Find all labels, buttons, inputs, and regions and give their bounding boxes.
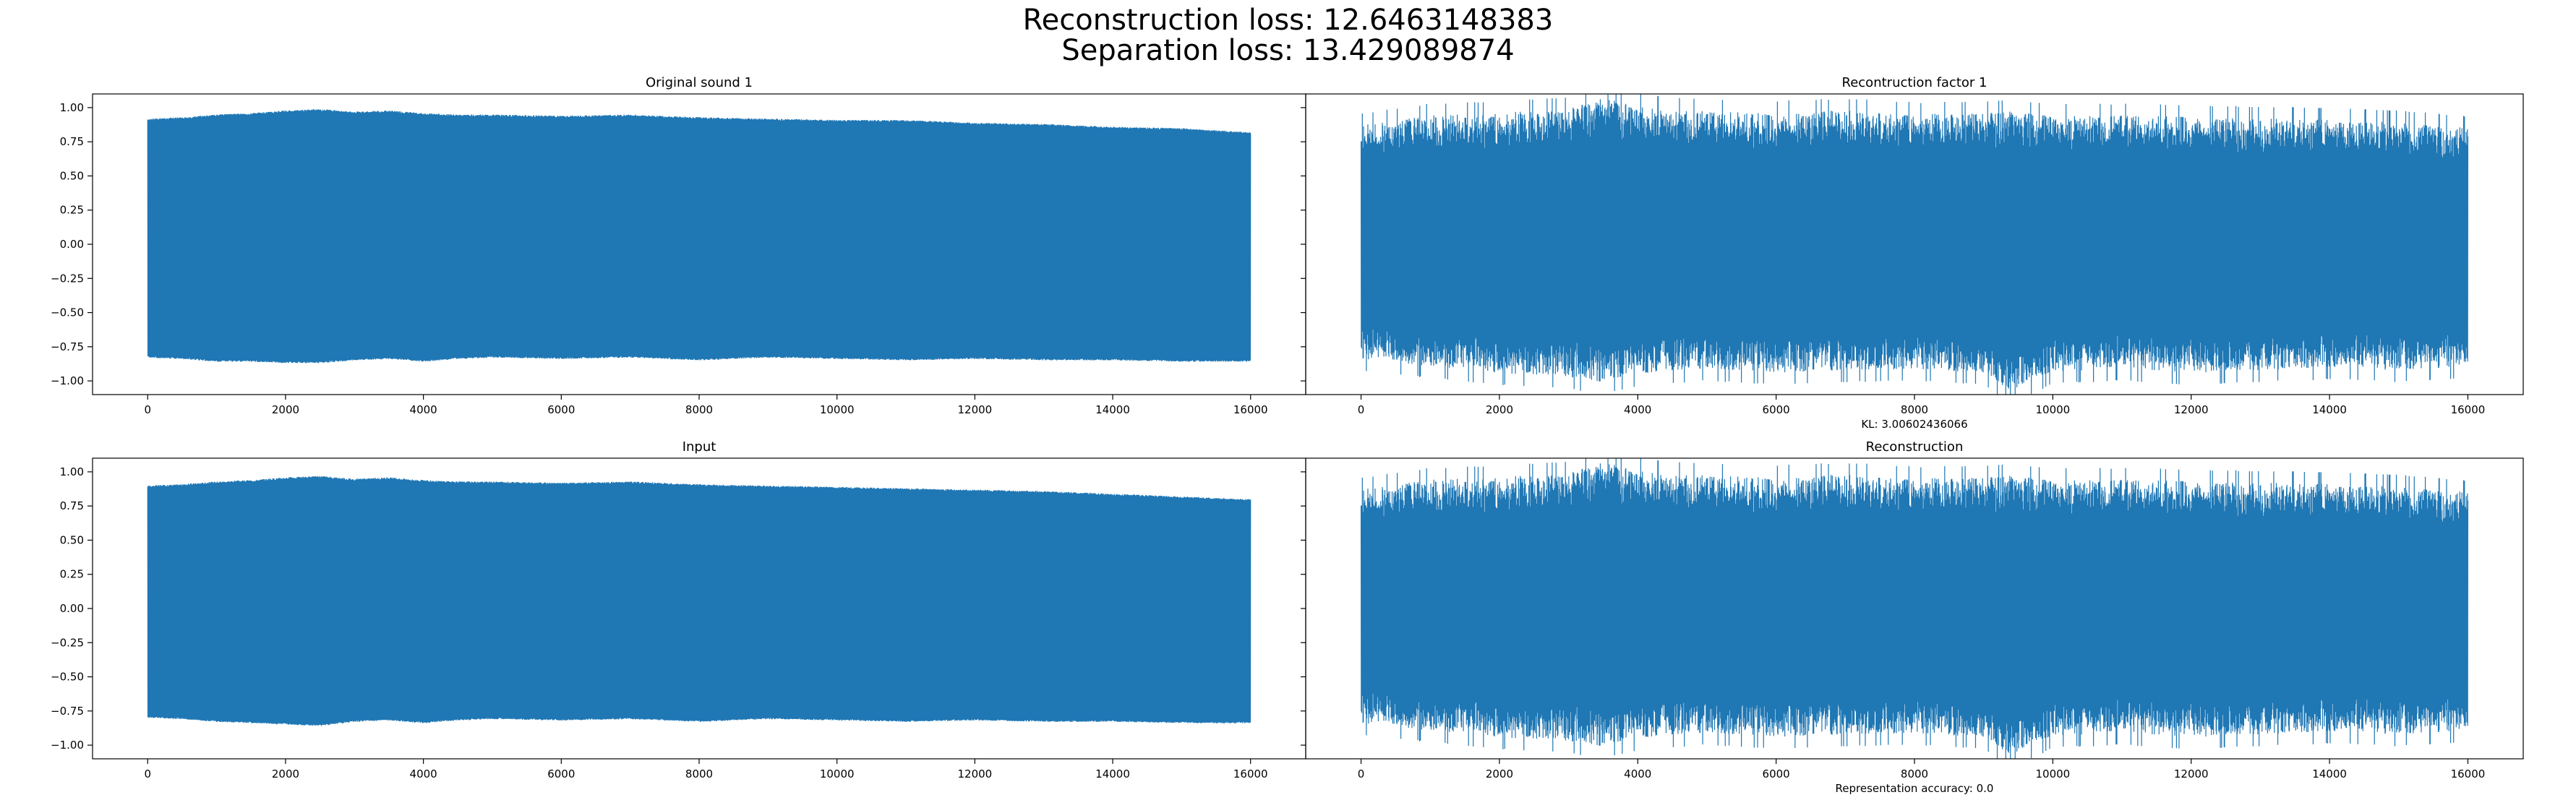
suptitle-line-1: Reconstruction loss: 12.6463148383 (1022, 4, 1554, 37)
x-tick-label: 2000 (1486, 403, 1513, 416)
x-tick-label: 4000 (1624, 403, 1651, 416)
y-tick-label: 0.00 (60, 238, 84, 251)
y-tick-label: 1.00 (60, 101, 84, 114)
y-tick-label: −0.25 (51, 636, 84, 649)
y-tick-label: −0.50 (51, 671, 84, 684)
subplot-title: Reconstruction (1866, 439, 1964, 455)
subplot-3: 0 2000 4000 6000 8000 10000 12000 14000 16000 1.0… (51, 439, 1306, 780)
x-tick-label: 14000 (1095, 767, 1130, 780)
x-tick-label: 4000 (410, 767, 437, 780)
x-tick-label: 10000 (2036, 403, 2071, 416)
x-tick-label: 16000 (2451, 403, 2486, 416)
y-tick-label: 0.75 (60, 135, 84, 148)
x-tick-label: 8000 (685, 767, 713, 780)
x-tick-label: 8000 (685, 403, 713, 416)
y-tick-label: 0.00 (60, 602, 84, 615)
x-tick-label: 10000 (2036, 767, 2071, 780)
x-tick-label: 4000 (1624, 767, 1651, 780)
x-tick-label: 0 (1358, 403, 1365, 416)
x-tick-label: 8000 (1901, 403, 1928, 416)
y-tick-label: −0.75 (51, 705, 84, 718)
y-tick-label: 0.50 (60, 169, 84, 182)
x-tick-label: 8000 (1901, 767, 1928, 780)
y-tick-label: −0.25 (51, 272, 84, 285)
suptitle-line-2: Separation loss: 13.429089874 (1061, 34, 1515, 67)
x-tick-label: 14000 (2312, 403, 2347, 416)
x-tick-label: 6000 (547, 403, 575, 416)
x-tick-label: 6000 (1763, 403, 1790, 416)
y-tick-label: 1.00 (60, 465, 84, 478)
x-tick-label: 12000 (2174, 403, 2209, 416)
x-axis-label: KL: 3.00602436066 (1861, 418, 1967, 431)
x-tick-label: 10000 (820, 403, 855, 416)
x-tick-label: 0 (144, 767, 151, 780)
x-tick-label: 14000 (1095, 403, 1130, 416)
subplot-title: Input (682, 439, 716, 455)
y-tick-label: −0.50 (51, 306, 84, 319)
x-axis-label: Representation accuracy: 0.0 (1836, 782, 1994, 795)
y-tick-label: −1.00 (51, 739, 84, 752)
x-tick-label: 16000 (1233, 767, 1268, 780)
subplot-4: 0 2000 4000 6000 8000 10000 12000 14000 16000 Rec… (1301, 439, 2524, 795)
x-tick-label: 14000 (2312, 767, 2347, 780)
x-tick-label: 10000 (820, 767, 855, 780)
x-tick-label: 2000 (272, 403, 299, 416)
y-tick-label: 0.25 (60, 204, 84, 217)
x-tick-label: 4000 (410, 403, 437, 416)
x-tick-label: 0 (1358, 767, 1365, 780)
y-tick-label: −1.00 (51, 374, 84, 387)
waveform-series (1360, 94, 2469, 395)
x-tick-label: 6000 (1763, 767, 1790, 780)
y-tick-label: 0.50 (60, 533, 84, 546)
x-tick-label: 12000 (958, 403, 993, 416)
subplot-1: 0 2000 4000 6000 8000 10000 12000 14000 16000 1.0… (51, 75, 1306, 416)
x-tick-label: 12000 (958, 767, 993, 780)
x-tick-label: 2000 (272, 767, 299, 780)
x-tick-label: 2000 (1486, 767, 1513, 780)
x-tick-label: 16000 (2451, 767, 2486, 780)
y-tick-label: −0.75 (51, 340, 84, 353)
subplot-2: 0 2000 4000 6000 8000 10000 12000 14000 16000 Rec… (1301, 75, 2524, 431)
x-tick-label: 12000 (2174, 767, 2209, 780)
x-tick-label: 0 (144, 403, 151, 416)
subplot-title: Original sound 1 (646, 75, 753, 90)
x-tick-label: 16000 (1233, 403, 1268, 416)
y-tick-label: 0.75 (60, 499, 84, 512)
y-tick-label: 0.25 (60, 568, 84, 581)
x-tick-label: 6000 (547, 767, 575, 780)
waveform-series (1360, 458, 2469, 759)
subplot-title: Recontruction factor 1 (1842, 75, 1987, 90)
waveform-series (147, 109, 1251, 364)
waveform-series (147, 476, 1251, 726)
